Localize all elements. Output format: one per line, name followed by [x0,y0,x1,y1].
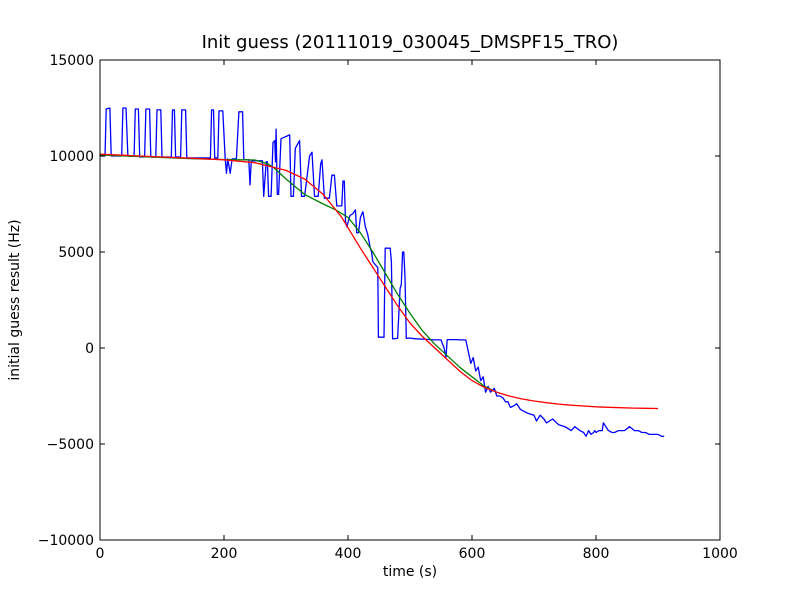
y-tick-label: 0 [85,341,94,357]
y-tick-label: 10000 [49,149,94,165]
y-tick-label: −10000 [38,533,94,549]
x-tick-label: 200 [211,546,238,562]
chart-title: Init guess (20111019_030045_DMSPF15_TRO) [202,32,619,53]
x-tick-label: 1000 [702,546,738,562]
series-line-3 [100,153,659,410]
x-tick-label: 600 [459,546,486,562]
plot-area: 0 200 400 600 800 1000 −10000 −5000 0 5000 10000 15… [38,53,738,562]
x-tick-label: 800 [583,546,610,562]
y-tick-label: 15000 [49,53,94,69]
y-tick-label: −5000 [47,437,94,453]
plot-frame [99,59,721,541]
x-axis-label: time (s) [383,564,437,580]
x-tick-label: 0 [96,546,105,562]
y-tick-label: 5000 [58,245,94,261]
x-tick-label: 400 [335,546,362,562]
y-axis-label: initial guess result (Hz) [7,219,23,380]
series-line-1 [100,107,665,437]
